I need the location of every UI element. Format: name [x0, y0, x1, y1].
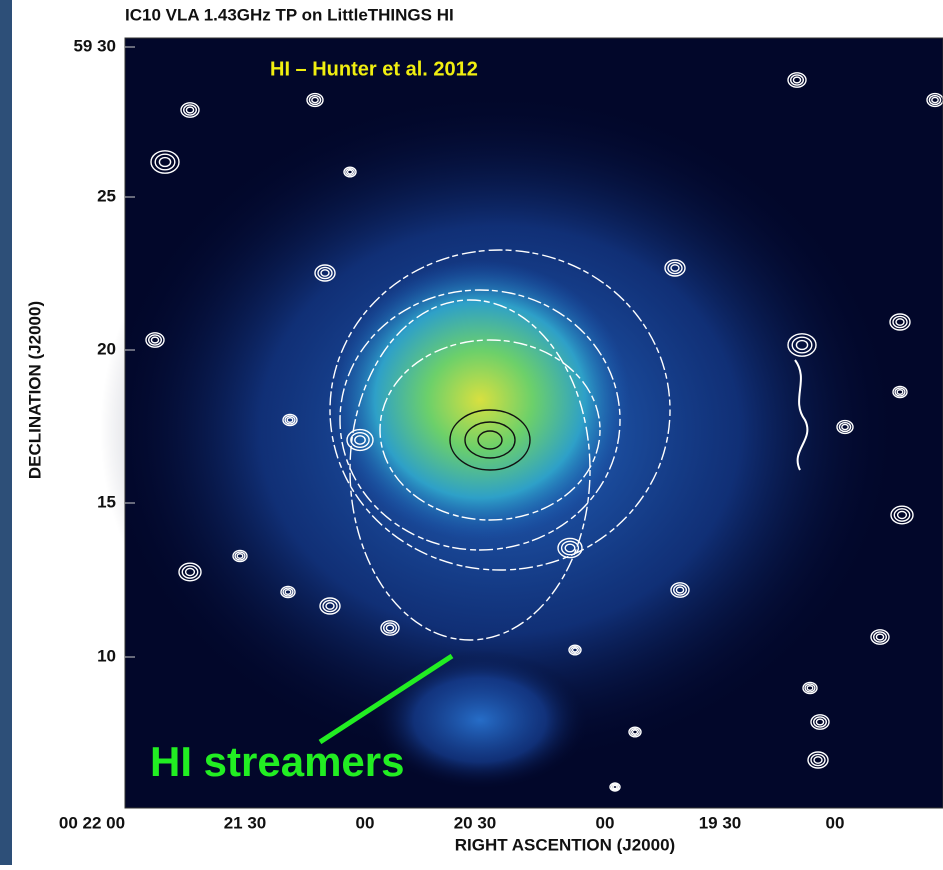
y-axis-label: DECLINATION (J2000) — [25, 301, 44, 479]
window-edge — [0, 0, 12, 865]
screenshot: IC10 VLA 1.43GHz TP on LittleTHINGS HI H… — [0, 0, 943, 865]
title: IC10 VLA 1.43GHz TP on LittleTHINGS HI — [125, 5, 454, 24]
x-tick-label: 00 — [826, 813, 845, 832]
y-tick-label: 25 — [97, 186, 116, 205]
x-axis-label: RIGHT ASCENTION (J2000) — [455, 835, 675, 854]
credit-label: HI – Hunter et al. 2012 — [270, 58, 478, 80]
feature-label: HI streamers — [150, 738, 404, 785]
y-tick-label: 20 — [97, 339, 116, 358]
y-tick-label: 59 30 — [73, 36, 116, 55]
x-tick-label: 00 — [596, 813, 615, 832]
x-tick-label: 00 22 00 — [59, 813, 125, 832]
image — [100, 38, 943, 808]
x-tick-label: 00 — [356, 813, 375, 832]
y-tick-label: 15 — [97, 492, 116, 511]
x-tick-label: 21 30 — [224, 813, 267, 832]
x-tick-label: 20 30 — [454, 813, 497, 832]
x-tick-label: 19 30 — [699, 813, 742, 832]
y-tick-label: 10 — [97, 646, 116, 665]
